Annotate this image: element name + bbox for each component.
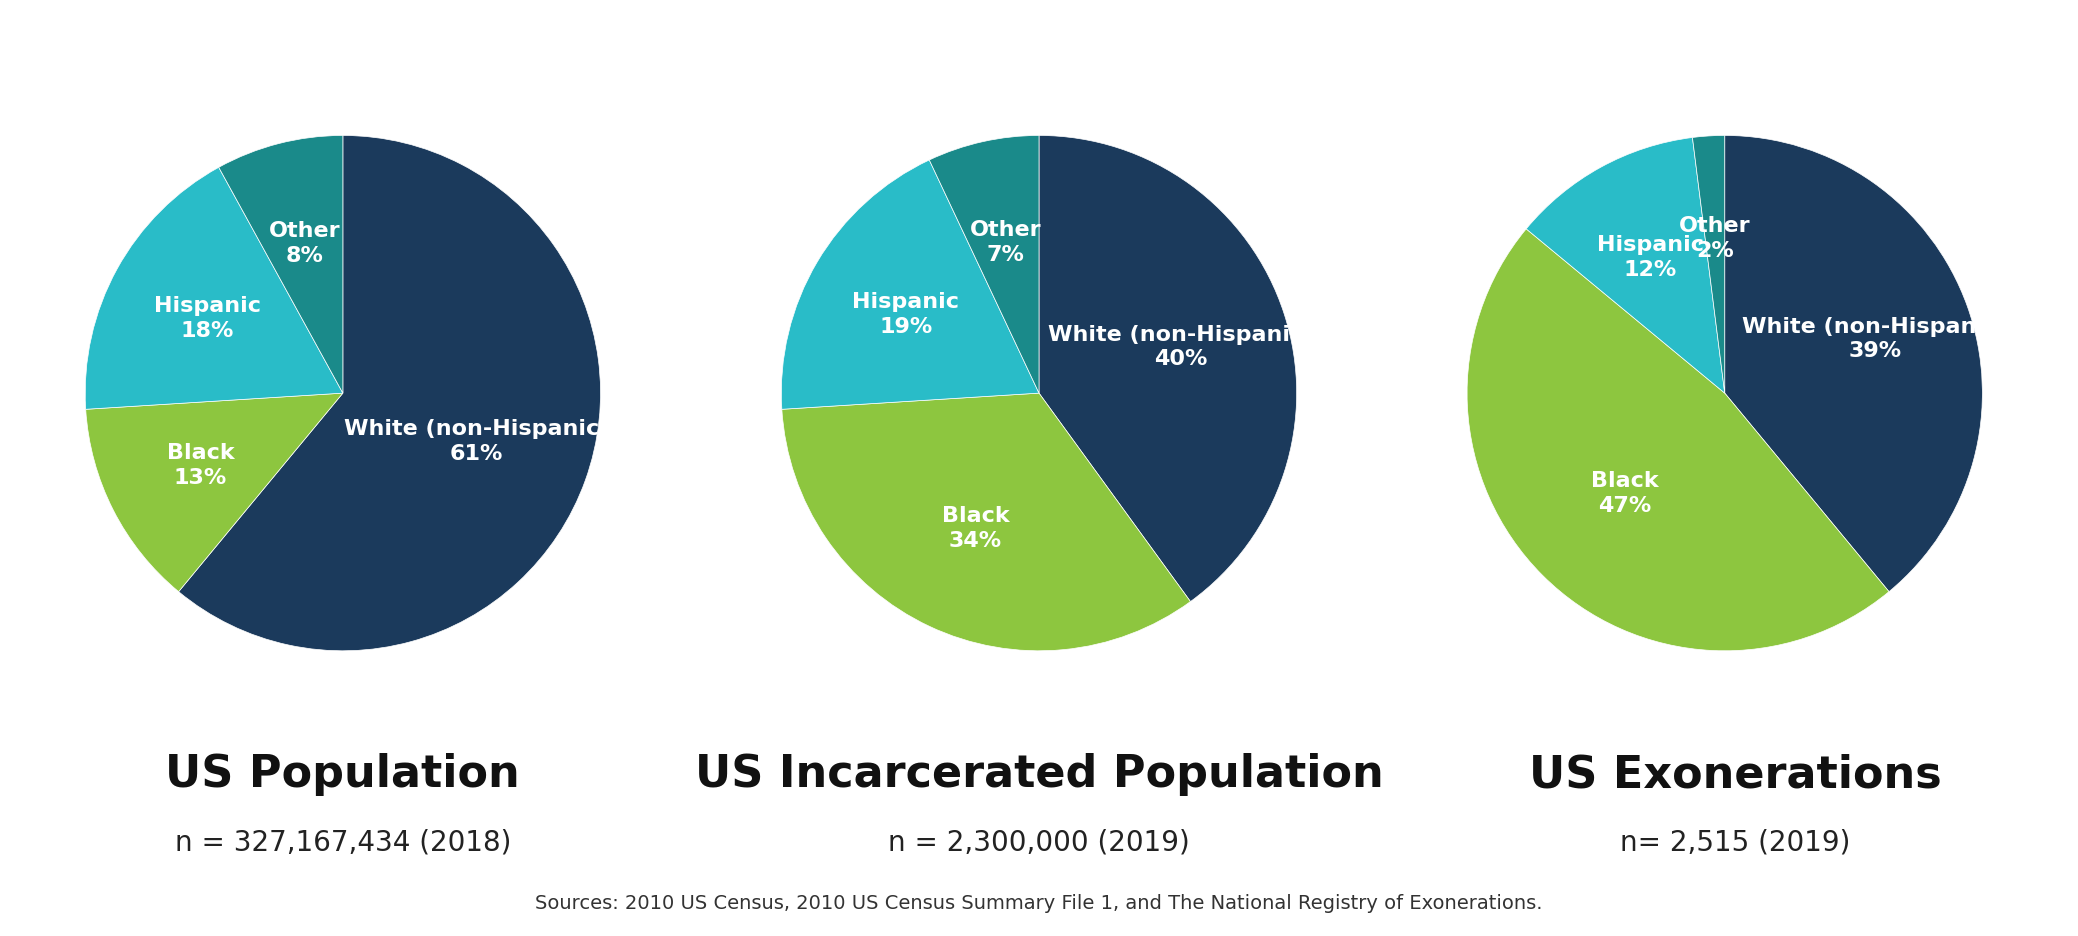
Text: Other
7%: Other 7%	[970, 220, 1041, 265]
Text: US Exonerations: US Exonerations	[1529, 753, 1941, 797]
Text: n = 2,300,000 (2019): n = 2,300,000 (2019)	[887, 828, 1191, 856]
Text: White (non-Hispanic)
39%: White (non-Hispanic) 39%	[1741, 316, 2007, 361]
Text: Black
47%: Black 47%	[1592, 471, 1658, 516]
Text: US Population: US Population	[166, 753, 520, 797]
Wedge shape	[218, 136, 343, 393]
Wedge shape	[781, 160, 1039, 409]
Wedge shape	[1039, 136, 1297, 602]
Text: Hispanic
18%: Hispanic 18%	[154, 296, 262, 341]
Wedge shape	[1725, 136, 1982, 592]
Wedge shape	[1691, 136, 1725, 393]
Text: n = 327,167,434 (2018): n = 327,167,434 (2018)	[175, 828, 511, 856]
Text: Black
34%: Black 34%	[941, 506, 1010, 550]
Text: n= 2,515 (2019): n= 2,515 (2019)	[1621, 828, 1849, 856]
Text: Hispanic
19%: Hispanic 19%	[852, 292, 960, 337]
Wedge shape	[85, 393, 343, 592]
Wedge shape	[85, 168, 343, 409]
Text: Hispanic
12%: Hispanic 12%	[1596, 235, 1704, 280]
Text: Other
8%: Other 8%	[268, 221, 341, 266]
Wedge shape	[1467, 229, 1889, 651]
Text: Other
2%: Other 2%	[1679, 216, 1752, 261]
Wedge shape	[781, 393, 1191, 651]
Wedge shape	[179, 136, 601, 651]
Text: White (non-Hispanic)
61%: White (non-Hispanic) 61%	[343, 418, 609, 463]
Text: US Incarcerated Population: US Incarcerated Population	[694, 753, 1384, 797]
Wedge shape	[929, 136, 1039, 393]
Text: Black
13%: Black 13%	[166, 444, 235, 488]
Text: Sources: 2010 US Census, 2010 US Census Summary File 1, and The National Registr: Sources: 2010 US Census, 2010 US Census …	[536, 894, 1542, 913]
Wedge shape	[1525, 138, 1725, 393]
Text: White (non-Hispanic)
40%: White (non-Hispanic) 40%	[1049, 325, 1313, 370]
